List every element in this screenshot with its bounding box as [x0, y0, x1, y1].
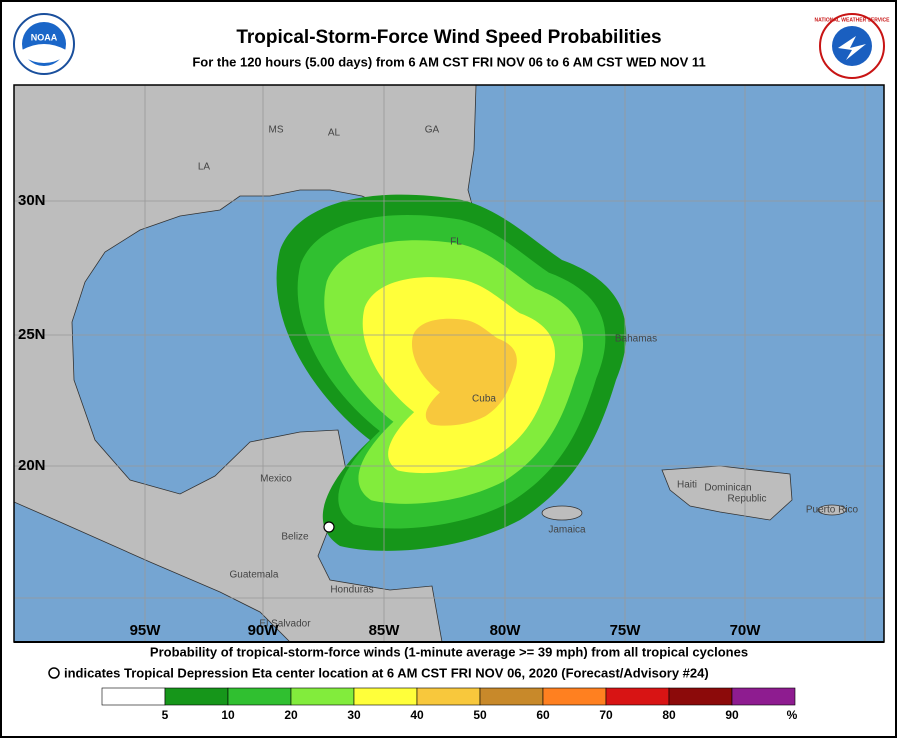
- legend-tick: 90: [725, 708, 739, 722]
- noaa-logo: NOAA: [13, 13, 75, 75]
- storm-symbol: [48, 667, 60, 679]
- legend-tick: 70: [599, 708, 613, 722]
- longitude-label: 70W: [730, 622, 762, 639]
- jamaica: [541, 505, 583, 521]
- longitude-label: 90W: [248, 622, 280, 639]
- place-label: LA: [198, 162, 211, 173]
- storm-center: [323, 521, 335, 533]
- nws-logo: NATIONAL WEATHER SERVICE: [815, 13, 891, 79]
- logo-text: NOAA: [31, 32, 58, 42]
- latitude-label: 25N: [18, 326, 46, 343]
- graticule: [14, 85, 884, 642]
- legend-tick: 5: [162, 708, 169, 722]
- probability-contour: [411, 318, 517, 426]
- place-label: Puerto Rico: [806, 505, 859, 516]
- hispaniola: [661, 465, 793, 521]
- legend-tick: 30: [347, 708, 361, 722]
- longitude-label: 75W: [610, 622, 642, 639]
- place-label: AL: [328, 128, 341, 139]
- place-label: MS: [269, 125, 284, 136]
- legend-swatch: [227, 687, 292, 706]
- place-label: Cuba: [472, 394, 496, 405]
- legend-swatch: [668, 687, 733, 706]
- legend-tick: 20: [284, 708, 298, 722]
- legend-swatch: [542, 687, 607, 706]
- place-label: Mexico: [260, 474, 292, 485]
- place-label: Republic: [728, 494, 767, 505]
- footer-line: Probability of tropical-storm-force wind…: [150, 644, 748, 659]
- place-label: Bahamas: [615, 334, 657, 345]
- subtitle: For the 120 hours (5.00 days) from 6 AM …: [192, 54, 705, 69]
- legend-swatch: [416, 687, 481, 706]
- legend-swatch: [290, 687, 355, 706]
- legend-tick: 80: [662, 708, 676, 722]
- legend-unit: %: [787, 708, 798, 722]
- legend: 5 10 20 30 40 50 60 70 80 90%: [101, 687, 798, 722]
- place-label: Honduras: [330, 585, 373, 596]
- longitude-label: 95W: [130, 622, 162, 639]
- legend-tick: 40: [410, 708, 424, 722]
- place-label: Haiti: [677, 480, 697, 491]
- legend-swatch: [101, 687, 166, 706]
- place-label: GA: [425, 125, 440, 136]
- legend-tick: 10: [221, 708, 235, 722]
- place-label: Dominican: [704, 483, 751, 494]
- latitude-label: 20N: [18, 457, 46, 474]
- legend-tick: 60: [536, 708, 550, 722]
- legend-swatch: [164, 687, 229, 706]
- longitude-label: 80W: [490, 622, 522, 639]
- latitude-label: 30N: [18, 192, 46, 209]
- place-label: Guatemala: [230, 570, 279, 581]
- map: MS AL GA LA FL Bahamas Cuba Mexico Haiti Dominica…: [14, 85, 884, 642]
- legend-swatch: [353, 687, 418, 706]
- place-label: FL: [450, 237, 462, 248]
- legend-swatch: [605, 687, 670, 706]
- place-label: El Salvador: [259, 619, 311, 630]
- footer-line: indicates Tropical Depression Eta center…: [64, 665, 709, 680]
- longitude-label: 85W: [369, 622, 401, 639]
- logo-text: NATIONAL WEATHER SERVICE: [815, 17, 891, 23]
- place-label: Jamaica: [548, 525, 586, 536]
- legend-swatch: [731, 687, 796, 706]
- place-label: Belize: [281, 532, 309, 543]
- title: Tropical-Storm-Force Wind Speed Probabil…: [236, 27, 661, 48]
- legend-swatch: [479, 687, 544, 706]
- legend-tick: 50: [473, 708, 487, 722]
- puerto-rico: [817, 504, 847, 516]
